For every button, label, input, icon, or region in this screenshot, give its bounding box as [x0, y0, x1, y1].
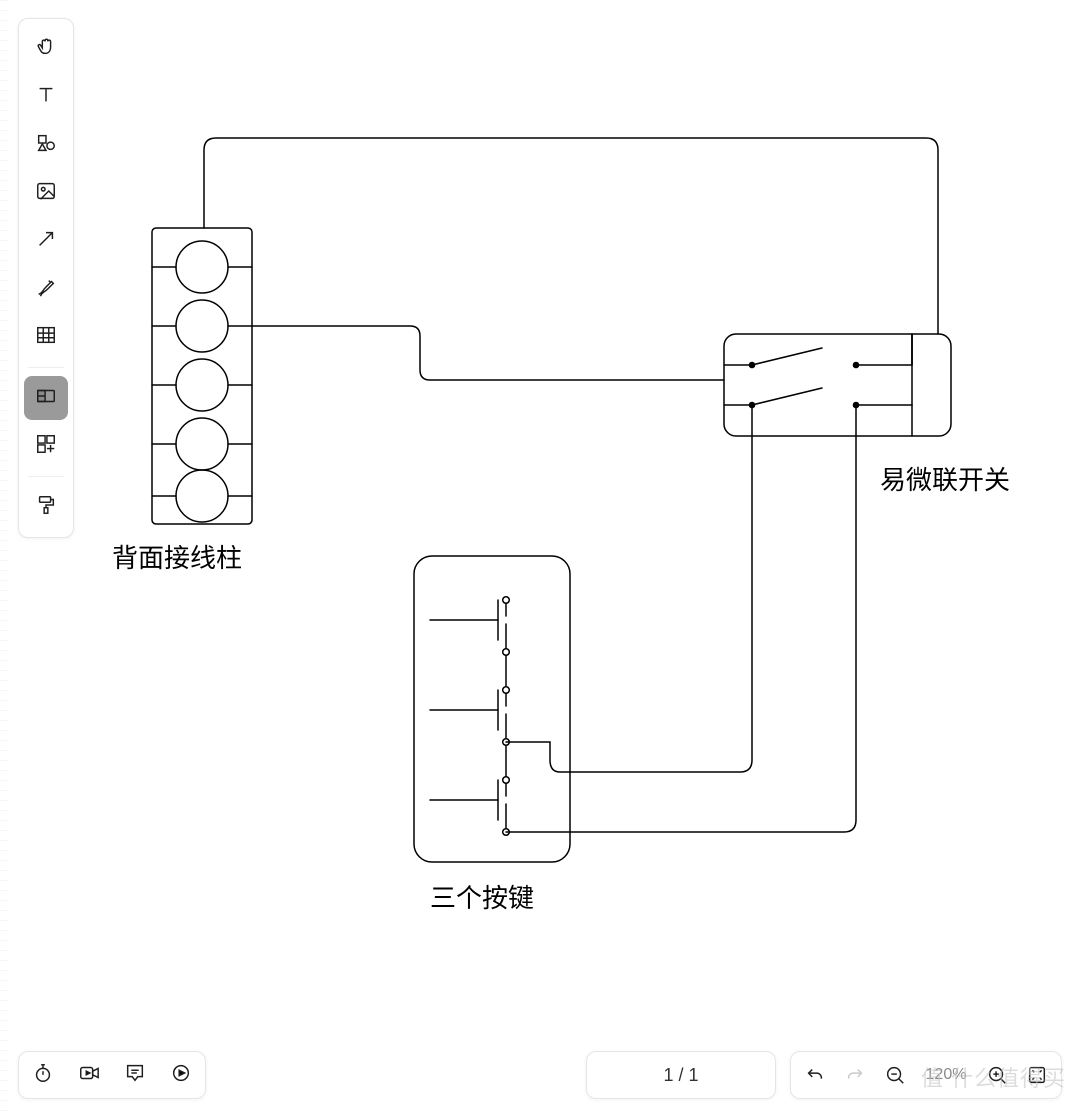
fit-button[interactable]	[1023, 1061, 1051, 1089]
image-tool[interactable]	[24, 171, 68, 215]
zoom-level-text: 120%	[921, 1066, 971, 1084]
table-tool[interactable]	[24, 315, 68, 359]
table-icon	[35, 324, 57, 351]
label-buttons: 三个按键	[430, 878, 534, 915]
zoom-out-button[interactable]	[881, 1061, 909, 1089]
zoom-in-button[interactable]	[983, 1061, 1011, 1089]
pencil-icon	[35, 276, 57, 303]
stopwatch-icon	[32, 1062, 54, 1089]
arrow-tool[interactable]	[24, 219, 68, 263]
page-indicator[interactable]: 1 / 1	[586, 1051, 776, 1099]
pen-tool[interactable]	[24, 267, 68, 311]
drawing-canvas[interactable]: 背面接线柱 易微联开关 三个按键	[0, 0, 1080, 1119]
image-icon	[35, 180, 57, 207]
chat-icon	[124, 1062, 146, 1089]
presentation-toolbar	[18, 1051, 206, 1099]
fill-tool[interactable]	[24, 485, 68, 529]
text-tool[interactable]	[24, 75, 68, 119]
frame-icon	[35, 385, 57, 412]
record-button[interactable]	[75, 1061, 103, 1089]
components-icon	[35, 433, 57, 460]
comments-button[interactable]	[121, 1061, 149, 1089]
shapes-icon	[35, 132, 57, 159]
hand-icon	[35, 36, 57, 63]
text-icon	[35, 84, 57, 111]
view-toolbar: 120%	[790, 1051, 1062, 1099]
redo-button[interactable]	[841, 1061, 869, 1089]
video-icon	[78, 1062, 100, 1089]
hand-tool[interactable]	[24, 27, 68, 71]
toolbar-separator	[28, 367, 64, 368]
shape-tool[interactable]	[24, 123, 68, 167]
tools-toolbar	[18, 18, 74, 538]
present-button[interactable]	[167, 1061, 195, 1089]
paint-roller-icon	[35, 494, 57, 521]
label-relay-switch: 易微联开关	[880, 460, 1010, 497]
toolbar-separator	[28, 476, 64, 477]
page-indicator-text: 1 / 1	[663, 1065, 698, 1086]
undo-button[interactable]	[801, 1061, 829, 1089]
arrow-icon	[35, 228, 57, 255]
frame-tool[interactable]	[24, 376, 68, 420]
play-sync-icon	[170, 1062, 192, 1089]
components-tool[interactable]	[24, 424, 68, 468]
label-terminal-block: 背面接线柱	[112, 538, 242, 575]
timer-button[interactable]	[29, 1061, 57, 1089]
